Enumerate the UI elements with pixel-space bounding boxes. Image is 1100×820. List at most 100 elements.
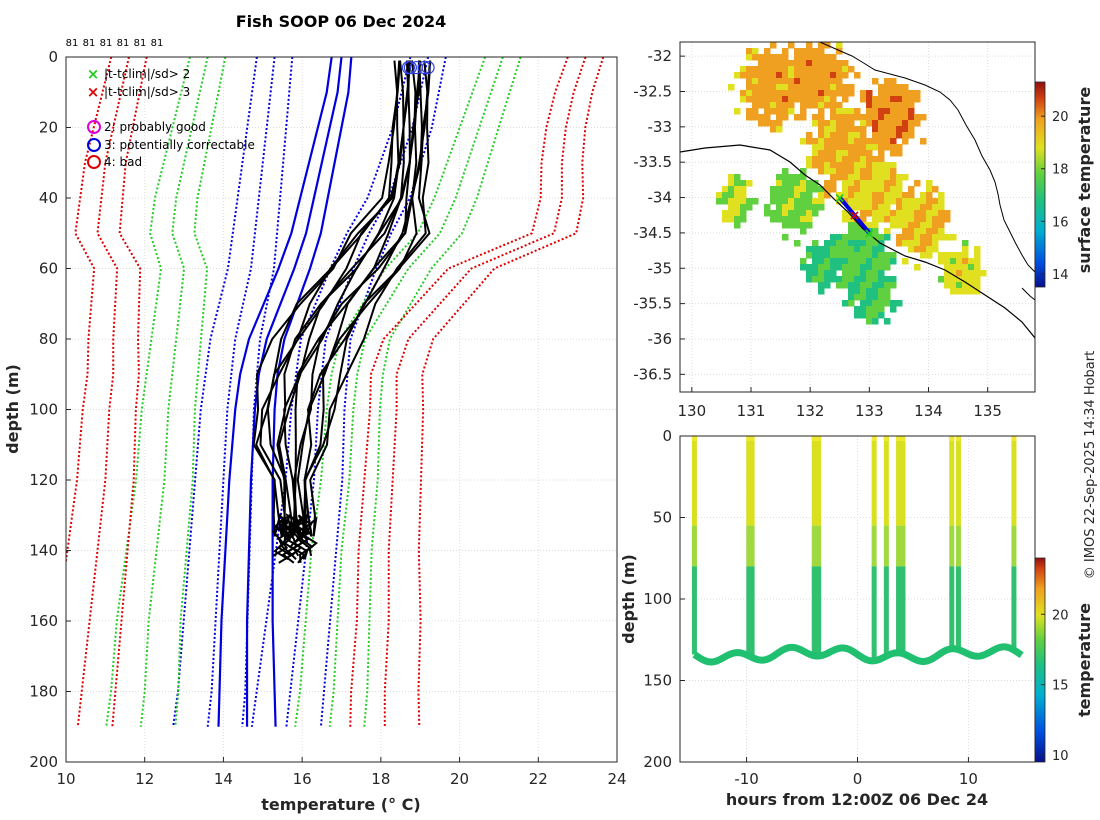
sst-pixel-441 xyxy=(722,186,729,193)
sst-pixel-580 xyxy=(884,210,891,217)
sst-pixel-779 xyxy=(962,264,969,271)
map-x-label-131: 131 xyxy=(737,402,766,420)
sst-pixel-263 xyxy=(848,120,855,127)
sst-pixel-628 xyxy=(866,222,873,229)
sst-pixel-191 xyxy=(812,102,819,109)
sst-pixel-498 xyxy=(938,192,945,199)
sst-pixel-310 xyxy=(818,138,825,145)
sst-pixel-629 xyxy=(872,222,879,229)
sst-pixel-497 xyxy=(926,192,933,199)
sst-pixel-795 xyxy=(950,270,957,277)
sst-pixel-165 xyxy=(800,96,807,103)
sst-pixel-485 xyxy=(848,192,855,199)
sst-pixel-235 xyxy=(812,114,819,121)
sst-pixel-311 xyxy=(824,138,831,145)
sst-pixel-450 xyxy=(800,186,807,193)
sst-pixel-565 xyxy=(764,210,771,217)
sst-pixel-308 xyxy=(806,138,813,145)
sst-pixel-407 xyxy=(854,174,861,181)
sst-pixel-647 xyxy=(908,228,915,235)
sst-pixel-294 xyxy=(830,132,837,139)
sst-pixel-359 xyxy=(842,156,849,163)
sst-pixel-778 xyxy=(956,264,963,271)
sst-pixel-839 xyxy=(968,282,975,289)
sst-pixel-645 xyxy=(884,228,891,235)
profile-line-12 xyxy=(296,60,432,556)
sst-pixel-221 xyxy=(878,108,885,115)
sst-pixel-39 xyxy=(812,60,819,67)
sst-pixel-819 xyxy=(956,276,963,283)
sst-pixel-177 xyxy=(890,96,897,103)
sst-pixel-23 xyxy=(794,54,801,61)
sst-pixel-622 xyxy=(794,222,801,229)
sst-pixel-599 xyxy=(794,216,801,223)
sst-pixel-7 xyxy=(752,48,759,55)
sst-pixel-519 xyxy=(860,198,867,205)
cast-2-seg-1 xyxy=(749,525,755,567)
sst-pixel-86 xyxy=(758,78,765,85)
cast-0-seg-0 xyxy=(691,436,697,526)
sst-pixel-677 xyxy=(830,240,837,247)
sst-pixel-490 xyxy=(878,192,885,199)
sst-pixel-456 xyxy=(842,186,849,193)
sst-pixel-14 xyxy=(818,48,825,55)
sst-pixel-860 xyxy=(884,294,891,301)
map-x-ticks: 130 131 132 133 134 135 xyxy=(678,387,1002,420)
section-x-label: hours from 12:00Z 06 Dec 24 xyxy=(726,790,988,809)
sst-pixel-20 xyxy=(770,54,777,61)
sst-pixel-786 xyxy=(830,270,837,277)
temp-colorbar xyxy=(1034,557,1046,763)
sst-pixel-30 xyxy=(758,60,765,67)
sst-pixel-436 xyxy=(884,180,891,187)
t-cb-label-20: 20 xyxy=(1052,608,1069,623)
sst-pixel-751 xyxy=(890,258,897,265)
sst-pixel-397 xyxy=(734,174,741,181)
sst-pixel-66 xyxy=(746,72,753,79)
sst-pixel-542 xyxy=(800,204,807,211)
sst-pixel-226 xyxy=(908,108,915,115)
sst-pixel-170 xyxy=(830,96,837,103)
sst-pixel-573 xyxy=(812,210,819,217)
sst-pixel-123 xyxy=(884,84,891,91)
sst-pixel-19 xyxy=(764,54,771,61)
sst-pixel-374 xyxy=(854,162,861,169)
sst-pixel-103 xyxy=(728,84,735,91)
sst-pixel-160 xyxy=(770,96,777,103)
sst-pixel-608 xyxy=(884,216,891,223)
sst-pixel-709 xyxy=(920,246,927,253)
sst-pixel-656 xyxy=(842,234,849,241)
sst-pixel-502 xyxy=(734,198,741,205)
sst-pixel-688 xyxy=(908,240,915,247)
legend-q4-label: 4: bad xyxy=(104,155,142,169)
sst-pixel-273 xyxy=(914,120,921,127)
sst-pixel-327 xyxy=(824,144,831,151)
sst-pixel-11 xyxy=(800,48,807,55)
sst-pixel-870 xyxy=(854,306,861,313)
sst-pixel-91 xyxy=(788,78,795,85)
sst-pixel-566 xyxy=(770,210,777,217)
track-mid-marker: × xyxy=(849,208,861,224)
sst-pixel-110 xyxy=(782,84,789,91)
sst-pixel-425 xyxy=(806,180,813,187)
sst-pixel-38 xyxy=(806,60,813,67)
sst-pixel-35 xyxy=(788,60,795,67)
sst-pixel-159 xyxy=(764,96,771,103)
sst-pixel-67 xyxy=(752,72,759,79)
sst-pixel-358 xyxy=(836,156,843,163)
sst-pixel-462 xyxy=(878,186,885,193)
sst-pixel-865 xyxy=(872,300,879,307)
map-x-label-130: 130 xyxy=(678,402,707,420)
sst-pixel-803 xyxy=(818,276,825,283)
sst-pixel-395 xyxy=(890,168,897,175)
sst-pixel-276 xyxy=(818,126,825,133)
cast-4-seg-2 xyxy=(816,566,822,657)
cast-6-top xyxy=(883,436,889,441)
sst-pixel-679 xyxy=(842,240,849,247)
sst-pixel-874 xyxy=(878,306,885,313)
sst-pixel-223 xyxy=(890,108,897,115)
sst-pixel-301 xyxy=(878,132,885,139)
sst-pixel-753 xyxy=(938,258,945,265)
sst-pixel-547 xyxy=(854,204,861,211)
sst-pixel-350 xyxy=(878,150,885,157)
sst-pixel-275 xyxy=(776,126,783,133)
